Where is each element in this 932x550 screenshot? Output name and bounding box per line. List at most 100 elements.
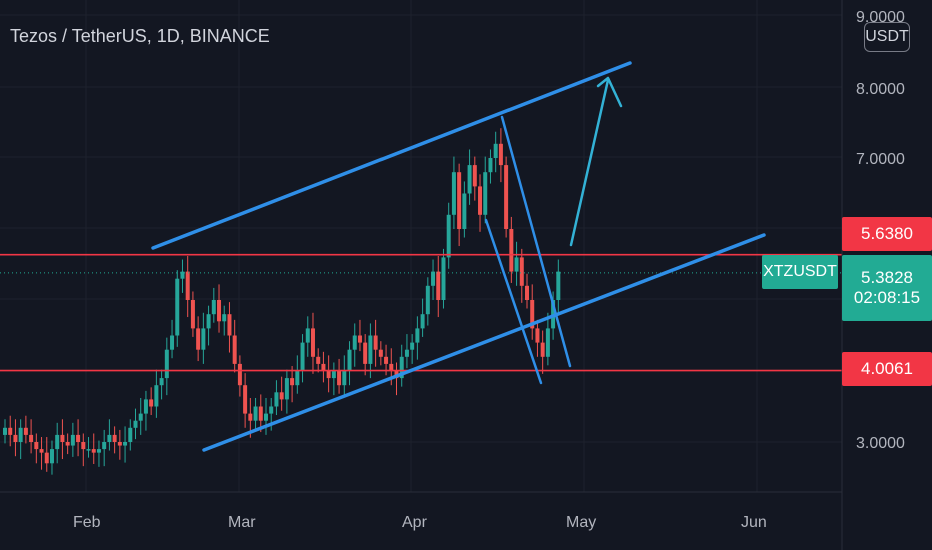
candle-body	[232, 335, 237, 364]
x-tick: Mar	[228, 514, 256, 531]
candle-body	[279, 392, 284, 400]
x-tick: Feb	[73, 514, 101, 531]
candle-body	[201, 328, 206, 350]
candle-body	[107, 434, 112, 442]
candle-body	[248, 413, 253, 421]
currency-selector[interactable]: USDT	[864, 22, 910, 52]
candle-body	[347, 349, 352, 371]
candle-body	[368, 335, 373, 364]
candle-body	[425, 285, 430, 315]
candle-body	[472, 165, 477, 187]
candle-body	[535, 328, 540, 343]
candle-body	[519, 257, 524, 286]
candle-body	[310, 328, 315, 357]
candle-body	[49, 449, 54, 464]
y-tick: 9.0000	[856, 9, 905, 26]
candle-body	[451, 172, 456, 215]
candle-body	[39, 449, 44, 453]
candle-body	[389, 363, 394, 371]
candle-body	[498, 143, 503, 166]
candle-body	[509, 229, 514, 272]
candle-body	[243, 385, 248, 414]
y-tick: 3.0000	[856, 435, 905, 452]
candle-body	[196, 328, 201, 350]
candle-body	[316, 356, 321, 364]
lower-channel-line	[202, 233, 766, 452]
candle-body	[530, 300, 535, 329]
wedge-upper-line	[500, 115, 572, 368]
candle-body	[65, 442, 70, 446]
candle-body	[337, 371, 342, 386]
candle-body	[29, 434, 34, 442]
candle-body	[211, 300, 216, 315]
candle-body	[399, 356, 404, 379]
candle-body	[96, 449, 101, 453]
candle-body	[8, 427, 13, 435]
candle-body	[253, 406, 258, 421]
target-arrow-shaft	[569, 78, 610, 247]
candle-body	[305, 328, 310, 343]
candle-body	[3, 427, 7, 435]
candle-body	[504, 165, 509, 229]
candle-body	[342, 371, 347, 386]
candle-body	[102, 442, 107, 450]
candle-body	[478, 186, 483, 215]
chart-grid	[0, 0, 842, 492]
x-tick: Apr	[402, 514, 428, 531]
candle-body	[420, 314, 425, 329]
candle-body	[467, 165, 472, 194]
resistance-level-tag: 5.6380	[842, 217, 932, 251]
candle-body	[269, 406, 274, 414]
candle-body	[525, 285, 529, 300]
current-price-tag: 5.3828 02:08:15	[842, 255, 932, 321]
candle-body	[117, 442, 122, 446]
candle-body	[274, 392, 279, 407]
candle-body	[18, 427, 23, 442]
candle-body	[133, 420, 138, 428]
candle-body	[488, 158, 493, 173]
candle-body	[81, 442, 86, 450]
y-tick: 8.0000	[856, 81, 905, 98]
candle-body	[352, 335, 357, 350]
candle-body	[446, 214, 451, 258]
candlestick-series	[3, 128, 561, 475]
candle-body	[164, 349, 169, 379]
candle-body	[284, 378, 289, 400]
candle-body	[483, 172, 488, 215]
candle-body	[217, 300, 222, 322]
wedge-lower-line	[484, 218, 543, 385]
support-level-tag: 4.0061	[842, 352, 932, 386]
candle-body	[357, 335, 362, 343]
candle-body	[493, 143, 498, 158]
candle-body	[55, 434, 60, 450]
candle-body	[326, 371, 331, 379]
candle-body	[441, 257, 446, 300]
candle-body	[91, 449, 96, 453]
candle-body	[34, 442, 39, 450]
x-tick: Jun	[741, 514, 767, 531]
candle-body	[556, 271, 561, 300]
candle-body	[123, 442, 128, 446]
candle-body	[190, 300, 195, 329]
candle-body	[436, 271, 441, 300]
time-axis: Feb Mar Apr May Jun	[0, 491, 842, 531]
candle-body	[415, 328, 420, 343]
candle-body	[170, 335, 175, 350]
candle-body	[44, 452, 49, 464]
current-price-value: 5.3828	[861, 268, 913, 287]
candle-body	[143, 399, 148, 414]
upper-channel-line	[151, 61, 632, 250]
candle-body	[237, 363, 242, 386]
candle-body	[206, 314, 211, 329]
candle-body	[300, 342, 305, 371]
candle-body	[290, 378, 295, 386]
candle-body	[404, 349, 409, 357]
target-arrow-head	[596, 76, 623, 108]
candle-body	[86, 449, 91, 451]
candle-body	[175, 278, 180, 336]
candle-body	[112, 434, 117, 442]
candle-body	[128, 427, 133, 442]
candle-body	[154, 385, 159, 407]
candle-body	[331, 371, 336, 379]
